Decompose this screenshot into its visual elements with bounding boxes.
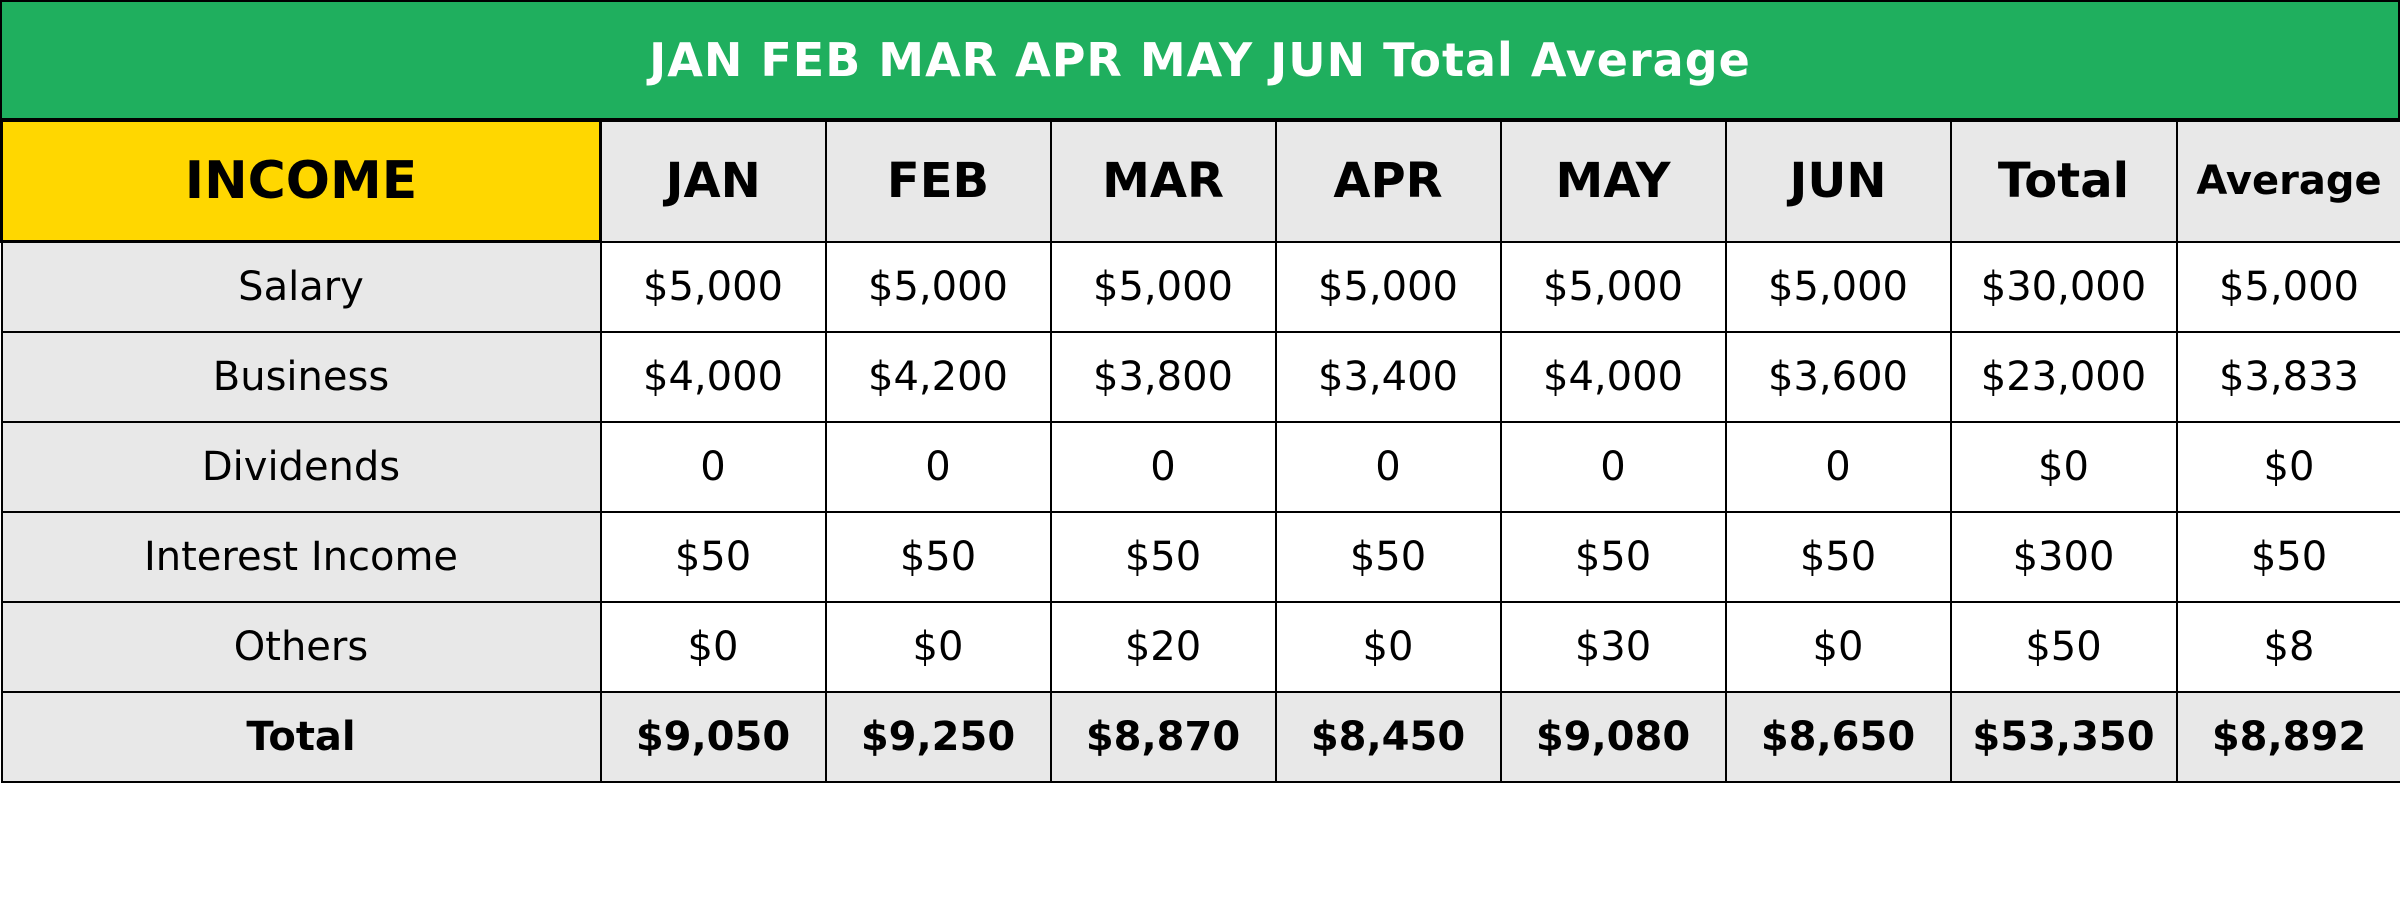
table-cell[interactable]: $0 [1949, 421, 2178, 513]
table-cell[interactable]: 0 [1274, 421, 1502, 513]
table-cell[interactable]: $3,600 [1724, 331, 1952, 423]
row-label[interactable]: Salary [0, 240, 602, 333]
table-cell[interactable]: $5,000 [1724, 240, 1952, 333]
column-header-may[interactable]: MAY [1499, 119, 1727, 243]
row-label[interactable]: Others [0, 601, 602, 693]
column-header-jan[interactable]: JAN [599, 119, 827, 243]
sheet-title: JAN FEB MAR APR MAY JUN Total Average [0, 0, 2400, 120]
table-row: Salary $5,000 $5,000 $5,000 $5,000 $5,00… [0, 240, 2400, 333]
column-header-mar[interactable]: MAR [1049, 119, 1277, 243]
table-row: Others $0 $0 $20 $0 $30 $0 $50 $8 [0, 601, 2400, 693]
table-cell[interactable]: $50 [1049, 511, 1277, 603]
table-cell[interactable]: 0 [599, 421, 827, 513]
table-cell[interactable]: $30 [1499, 601, 1727, 693]
header-row: INCOME JAN FEB MAR APR MAY JUN Total Ave… [0, 119, 2400, 243]
table-cell[interactable]: $5,000 [1049, 240, 1277, 333]
table-row: Dividends 0 0 0 0 0 0 $0 $0 [0, 421, 2400, 513]
table-cell[interactable]: $0 [1274, 601, 1502, 693]
table-cell[interactable]: $50 [1499, 511, 1727, 603]
table-cell[interactable]: $0 [599, 601, 827, 693]
column-header-average[interactable]: Average [2175, 119, 2400, 243]
table-cell[interactable]: $3,800 [1049, 331, 1277, 423]
table-cell[interactable]: $5,000 [2175, 240, 2400, 333]
table-row: Business $4,000 $4,200 $3,800 $3,400 $4,… [0, 331, 2400, 423]
table-cell[interactable]: $50 [824, 511, 1052, 603]
table-cell[interactable]: $5,000 [1274, 240, 1502, 333]
income-header[interactable]: INCOME [0, 119, 602, 243]
total-cell[interactable]: $53,350 [1949, 691, 2178, 783]
table-cell[interactable]: 0 [824, 421, 1052, 513]
total-cell[interactable]: $8,870 [1049, 691, 1277, 783]
total-cell[interactable]: $9,080 [1499, 691, 1727, 783]
table-cell[interactable]: 0 [1049, 421, 1277, 513]
row-label[interactable]: Dividends [0, 421, 602, 513]
total-row: Total $9,050 $9,250 $8,870 $8,450 $9,080… [0, 691, 2400, 783]
column-header-total[interactable]: Total [1949, 119, 2178, 243]
table-cell[interactable]: $30,000 [1949, 240, 2178, 333]
table-cell[interactable]: $0 [824, 601, 1052, 693]
table-cell[interactable]: $8 [2175, 601, 2400, 693]
column-header-jun[interactable]: JUN [1724, 119, 1952, 243]
table-cell[interactable]: $3,400 [1274, 331, 1502, 423]
table-cell[interactable]: $4,200 [824, 331, 1052, 423]
total-cell[interactable]: $8,650 [1724, 691, 1952, 783]
table-cell[interactable]: $0 [2175, 421, 2400, 513]
table-cell[interactable]: $4,000 [599, 331, 827, 423]
row-label[interactable]: Business [0, 331, 602, 423]
total-cell[interactable]: $9,250 [824, 691, 1052, 783]
income-spreadsheet: JAN FEB MAR APR MAY JUN Total Average IN… [0, 0, 2400, 783]
column-header-feb[interactable]: FEB [824, 119, 1052, 243]
table-cell[interactable]: $50 [1724, 511, 1952, 603]
table-cell[interactable]: $50 [1949, 601, 2178, 693]
table-cell[interactable]: $50 [2175, 511, 2400, 603]
total-row-label[interactable]: Total [0, 691, 602, 783]
income-table: INCOME JAN FEB MAR APR MAY JUN Total Ave… [0, 119, 2400, 783]
table-cell[interactable]: $4,000 [1499, 331, 1727, 423]
table-cell[interactable]: $5,000 [599, 240, 827, 333]
table-cell[interactable]: $0 [1724, 601, 1952, 693]
total-cell[interactable]: $9,050 [599, 691, 827, 783]
table-cell[interactable]: $3,833 [2175, 331, 2400, 423]
row-label[interactable]: Interest Income [0, 511, 602, 603]
column-header-apr[interactable]: APR [1274, 119, 1502, 243]
table-cell[interactable]: 0 [1499, 421, 1727, 513]
table-cell[interactable]: $5,000 [1499, 240, 1727, 333]
table-cell[interactable]: $20 [1049, 601, 1277, 693]
table-cell[interactable]: $50 [1274, 511, 1502, 603]
table-cell[interactable]: $5,000 [824, 240, 1052, 333]
total-cell[interactable]: $8,892 [2175, 691, 2400, 783]
total-cell[interactable]: $8,450 [1274, 691, 1502, 783]
table-cell[interactable]: 0 [1724, 421, 1952, 513]
table-cell[interactable]: $23,000 [1949, 331, 2178, 423]
table-cell[interactable]: $50 [599, 511, 827, 603]
table-row: Interest Income $50 $50 $50 $50 $50 $50 … [0, 511, 2400, 603]
table-cell[interactable]: $300 [1949, 511, 2178, 603]
